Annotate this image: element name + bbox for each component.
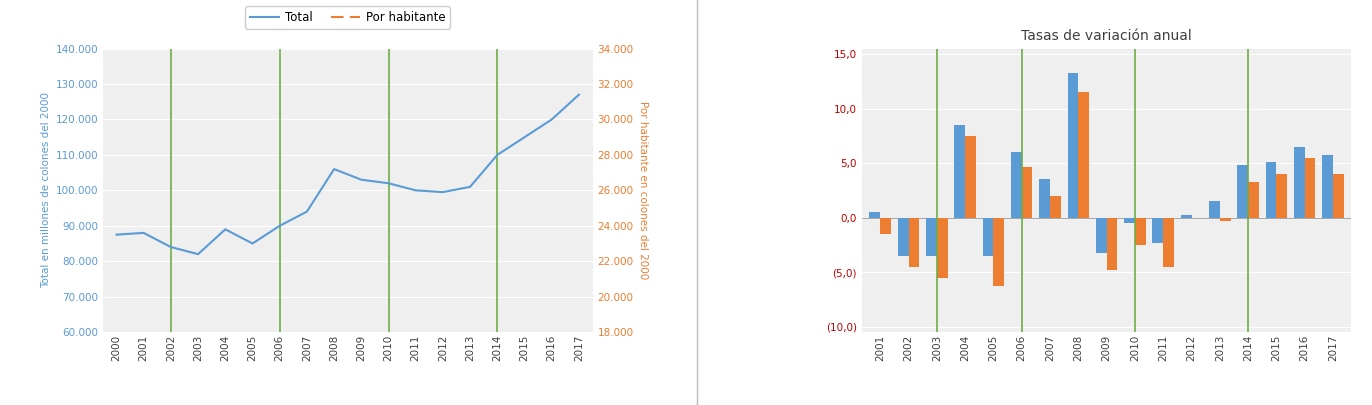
Bar xyxy=(1265,162,1276,217)
Bar xyxy=(926,217,937,256)
Bar xyxy=(1249,181,1259,217)
Bar xyxy=(1050,196,1061,217)
Title: Tasas de variación anual: Tasas de variación anual xyxy=(1021,29,1192,43)
Bar xyxy=(1294,147,1305,217)
Bar xyxy=(1220,217,1231,221)
Legend: Total, Por habitante: Total, Por habitante xyxy=(246,6,450,29)
Bar xyxy=(1078,92,1089,217)
Bar xyxy=(1209,201,1220,217)
Bar xyxy=(1011,152,1022,217)
Bar xyxy=(1039,179,1050,217)
Bar xyxy=(897,217,908,256)
Bar xyxy=(1276,174,1287,217)
Bar xyxy=(1022,167,1033,217)
Bar xyxy=(937,217,948,277)
Bar xyxy=(1181,215,1191,217)
Bar xyxy=(982,217,993,256)
Bar xyxy=(965,136,975,217)
Bar xyxy=(1238,165,1249,217)
Bar xyxy=(1135,217,1146,245)
Y-axis label: Total en millones de colones del 2000: Total en millones de colones del 2000 xyxy=(41,92,51,288)
Bar xyxy=(1107,217,1117,270)
Bar xyxy=(1305,158,1316,217)
Bar xyxy=(870,212,881,217)
Bar xyxy=(1323,156,1334,217)
Y-axis label: Por habitante en colones del 2000: Por habitante en colones del 2000 xyxy=(638,101,648,279)
Bar xyxy=(1096,217,1107,252)
Bar xyxy=(1067,72,1078,217)
Bar xyxy=(955,125,965,217)
Bar xyxy=(881,217,890,234)
Bar xyxy=(1334,174,1343,217)
Bar xyxy=(1163,217,1174,266)
Bar xyxy=(908,217,919,266)
Bar xyxy=(1124,217,1135,223)
Bar xyxy=(1152,217,1163,243)
Bar xyxy=(993,217,1004,286)
